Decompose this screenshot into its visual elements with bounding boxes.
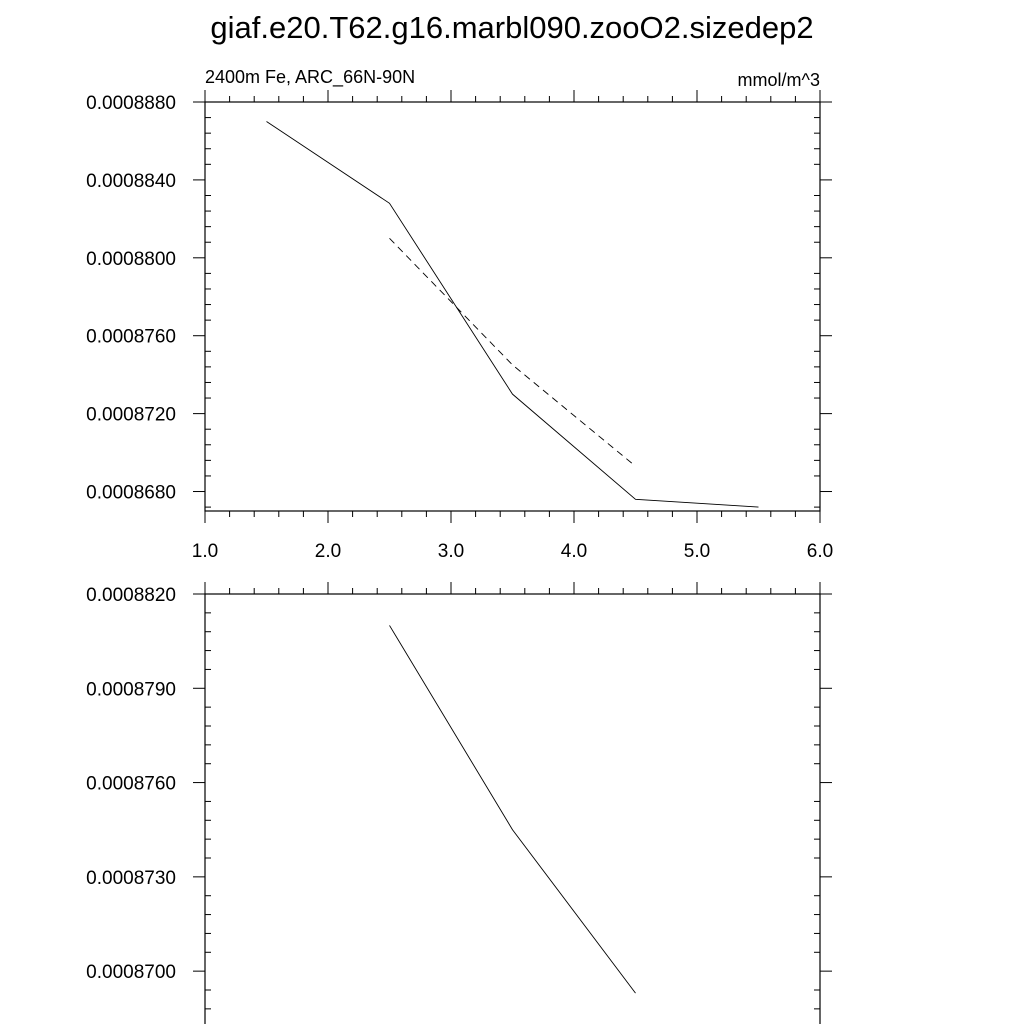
upper-panel-units: mmol/m^3 <box>738 70 820 90</box>
figure-title: giaf.e20.T62.g16.marbl090.zooO2.sizedep2 <box>210 10 813 45</box>
upper-x-tick-label: 6.0 <box>807 541 833 562</box>
upper-y-tick-label: 0.0008840 <box>86 171 176 192</box>
upper-x-tick-label: 5.0 <box>684 541 710 562</box>
upper-x-tick-label: 1.0 <box>192 541 218 562</box>
upper-panel: 2400m Fe, ARC_66N-90N mmol/m^3 1.0 2.0 3.0… <box>86 67 833 562</box>
lower-panel: 0.0008700 0.0008730 0.0008760 0.0008790 0.00… <box>86 582 832 1024</box>
lower-y-tick-label: 0.0008790 <box>86 679 176 700</box>
upper-y-tick-label: 0.0008680 <box>86 483 176 504</box>
upper-axes: 1.0 2.0 3.0 4.0 5.0 6.0 0.0008680 0.0008720 0.00… <box>86 90 833 562</box>
upper-y-tick-label: 0.0008720 <box>86 405 176 426</box>
upper-series <box>266 121 759 508</box>
upper-y-tick-label: 0.0008880 <box>86 93 176 114</box>
upper-series-dashed-line <box>389 238 636 467</box>
lower-axes: 0.0008700 0.0008730 0.0008760 0.0008790 0.00… <box>86 582 832 1010</box>
upper-panel-subtitle-left: 2400m Fe, ARC_66N-90N <box>205 67 415 88</box>
upper-plot-frame <box>204 101 821 512</box>
lower-y-tick-label: 0.0008730 <box>86 868 176 889</box>
lower-y-tick-label: 0.0008700 <box>86 962 176 983</box>
upper-y-tick-label: 0.0008760 <box>86 327 176 348</box>
upper-x-tick-label: 4.0 <box>561 541 587 562</box>
lower-plot-frame <box>204 593 821 1024</box>
lower-y-tick-label: 0.0008820 <box>86 585 176 606</box>
lower-y-tick-label: 0.0008760 <box>86 774 176 795</box>
lower-series-solid-line <box>389 625 636 994</box>
upper-x-tick-label: 2.0 <box>315 541 341 562</box>
upper-x-tick-label: 3.0 <box>438 541 464 562</box>
upper-y-tick-label: 0.0008800 <box>86 249 176 270</box>
lower-series <box>389 625 636 994</box>
upper-series-solid-line <box>266 121 759 508</box>
